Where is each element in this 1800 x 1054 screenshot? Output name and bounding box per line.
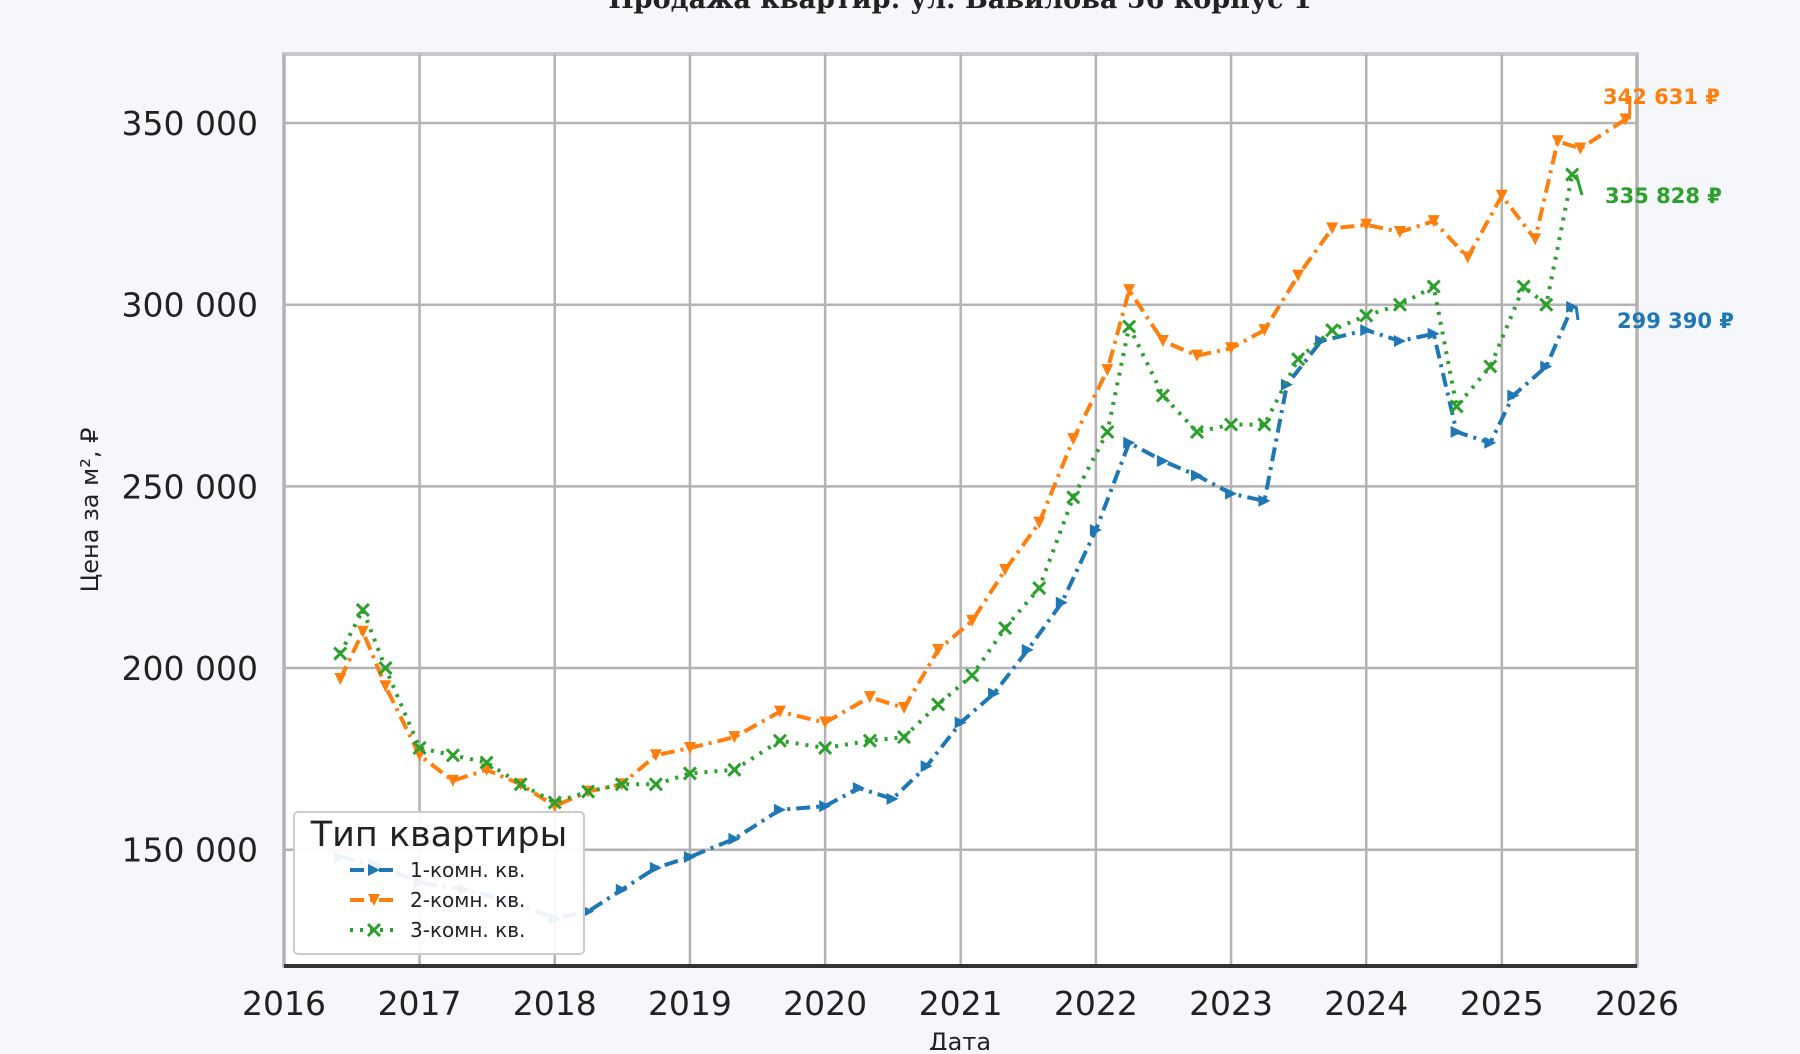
x-tick-label: 2019 [648, 984, 732, 1023]
legend-label: 2-комн. кв. [410, 888, 525, 912]
x-tick-label: 2022 [1054, 984, 1138, 1023]
x-tick-label: 2021 [919, 984, 1003, 1023]
end-value-label: 335 828 ₽ [1605, 184, 1722, 208]
end-label-arrow [1576, 307, 1578, 320]
legend: Тип квартиры 1-комн. кв. 2-комн. кв. 3-ком… [294, 812, 584, 954]
x-tick-label: 2018 [513, 984, 597, 1023]
y-tick-label: 300 000 [122, 286, 258, 325]
legend-label: 1-комн. кв. [410, 858, 525, 882]
x-tick-label: 2016 [242, 984, 326, 1023]
y-tick-label: 200 000 [122, 649, 258, 688]
x-tick-label: 2020 [783, 984, 867, 1023]
end-value-label: 342 631 ₽ [1603, 85, 1720, 109]
x-tick-label: 2017 [378, 984, 462, 1023]
legend-label: 3-комн. кв. [410, 918, 525, 942]
y-tick-label: 250 000 [122, 467, 258, 506]
y-axis-label: Цена за м², ₽ [76, 428, 104, 593]
y-tick-label: 150 000 [122, 831, 258, 870]
legend-title: Тип квартиры [310, 815, 568, 855]
chart-title: Продажа квартир: ул. Вавилова 56 корпус … [608, 0, 1312, 15]
end-value-label: 299 390 ₽ [1617, 309, 1734, 333]
x-axis-label: Дата [929, 1028, 991, 1050]
x-tick-label: 2025 [1460, 984, 1544, 1023]
x-tick-label: 2024 [1324, 984, 1408, 1023]
y-tick-label: 350 000 [122, 104, 258, 143]
x-tick-label: 2023 [1189, 984, 1273, 1023]
x-tick-label: 2026 [1595, 984, 1679, 1023]
